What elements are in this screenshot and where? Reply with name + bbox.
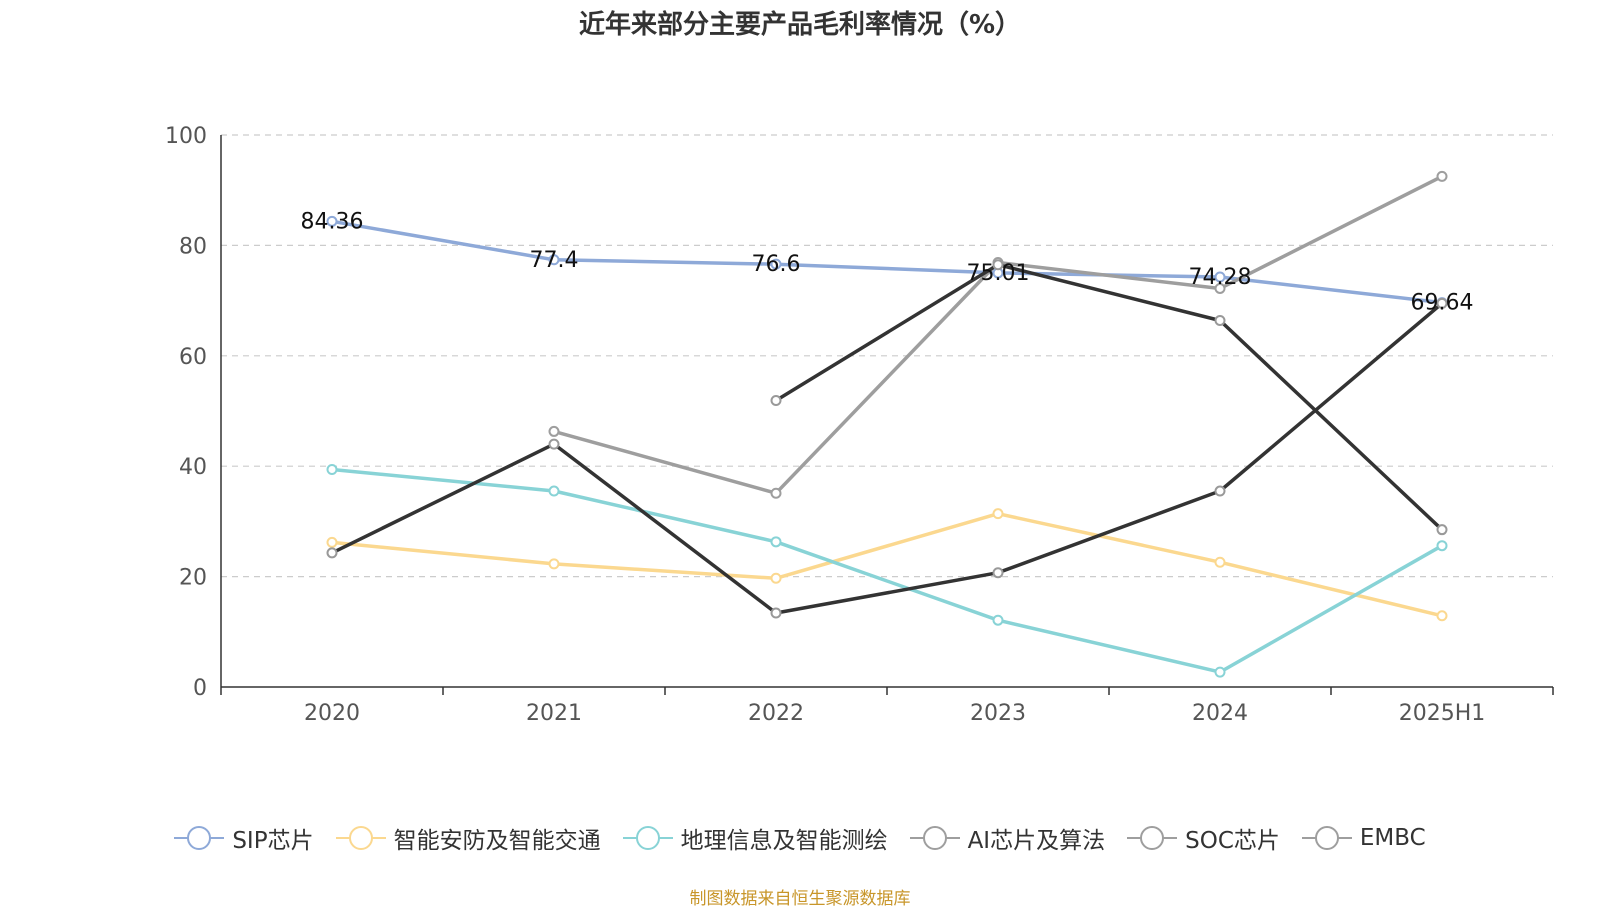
source-note: 制图数据来自恒生聚源数据库	[689, 889, 911, 909]
data-label: 75.01	[967, 261, 1030, 286]
data-point	[770, 487, 782, 499]
data-point	[1214, 282, 1226, 294]
legend-marker	[187, 826, 212, 850]
x-tick-label: 2021	[526, 701, 582, 726]
legend-label: SOC芯片	[1185, 828, 1280, 854]
chart-title: 近年来部分主要产品毛利率情况（%）	[578, 10, 1022, 40]
x-tick-label: 2025H1	[1399, 701, 1486, 726]
y-tick-label: 100	[165, 124, 207, 149]
data-label: 74.28	[1189, 265, 1252, 290]
data-label: 77.4	[530, 248, 579, 273]
legend-marker	[1314, 826, 1339, 850]
y-tick-label: 60	[179, 345, 207, 370]
legend-swatch	[174, 825, 225, 851]
legend-label: 地理信息及智能测绘	[680, 828, 888, 854]
data-point	[992, 259, 1004, 271]
data-point	[992, 508, 1004, 520]
data-point	[770, 258, 782, 270]
data-point	[770, 572, 782, 584]
legend-marker	[1140, 826, 1165, 850]
legend-item[interactable]: SOC芯片	[1127, 821, 1280, 855]
data-point	[1436, 170, 1448, 182]
data-point	[548, 425, 560, 437]
legend-swatch	[335, 825, 386, 851]
y-tick-label: 80	[179, 234, 207, 259]
legend-swatch	[622, 825, 673, 851]
x-tick-label: 2023	[970, 701, 1026, 726]
data-point	[326, 536, 338, 548]
series-line	[331, 219, 1443, 305]
data-point	[770, 607, 782, 619]
x-tick-label: 2020	[304, 701, 360, 726]
data-point	[548, 485, 560, 497]
legend-marker	[348, 826, 373, 850]
data-point	[1214, 485, 1226, 497]
series-line	[331, 511, 1443, 618]
legend-swatch	[1301, 825, 1352, 851]
y-tick-label: 20	[179, 566, 207, 591]
data-point	[1436, 540, 1448, 552]
data-point	[770, 536, 782, 548]
legend-marker	[635, 826, 660, 850]
data-label: 84.36	[301, 209, 364, 234]
legend-swatch	[1127, 825, 1178, 851]
data-point	[326, 464, 338, 476]
legend-item[interactable]: 智能安防及智能交通	[335, 821, 601, 855]
legend-label: 智能安防及智能交通	[393, 828, 601, 854]
data-point	[548, 254, 560, 266]
series-line	[553, 174, 1443, 495]
data-point	[1436, 524, 1448, 536]
y-tick-label: 0	[193, 676, 207, 701]
legend-item[interactable]: EMBC	[1301, 825, 1426, 851]
legend-swatch	[909, 825, 960, 851]
data-point	[548, 438, 560, 450]
x-tick-label: 2024	[1192, 701, 1248, 726]
data-point	[548, 558, 560, 570]
data-point	[326, 547, 338, 559]
legend-label: EMBC	[1359, 825, 1426, 851]
data-point	[992, 614, 1004, 626]
legend-item[interactable]: 地理信息及智能测绘	[622, 821, 888, 855]
legend-item[interactable]: AI芯片及算法	[909, 821, 1106, 855]
x-tick-label: 2022	[748, 701, 804, 726]
data-label: 76.6	[752, 252, 801, 277]
data-point	[1436, 610, 1448, 622]
data-point	[770, 395, 782, 407]
series-line	[775, 262, 1444, 531]
data-point	[1214, 271, 1226, 283]
y-tick-label: 40	[179, 455, 207, 480]
data-point	[1214, 314, 1226, 326]
legend-label: AI芯片及算法	[967, 828, 1106, 854]
data-point	[326, 215, 338, 227]
series-line	[331, 467, 1443, 674]
legend-item[interactable]: SIP芯片	[174, 821, 314, 855]
series-line	[331, 302, 1444, 615]
data-label: 69.64	[1411, 291, 1474, 316]
data-point	[1436, 297, 1448, 309]
legend-label: SIP芯片	[232, 828, 314, 854]
chart-legend: SIP芯片 智能安防及智能交通 地理信息及智能测绘 AI芯片及算法 SOC芯片 EMBC	[0, 820, 1600, 856]
legend-marker	[922, 826, 947, 850]
data-point	[1214, 556, 1226, 568]
data-point	[992, 567, 1004, 579]
data-point	[1214, 666, 1226, 678]
